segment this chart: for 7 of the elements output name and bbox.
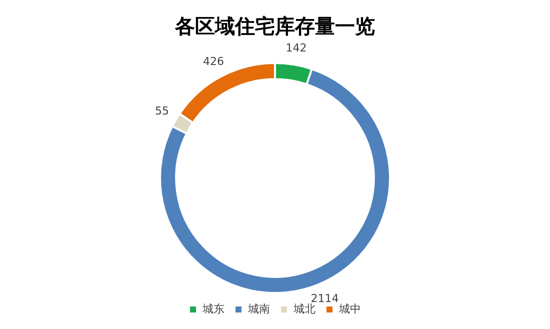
data-label: 142: [286, 42, 307, 55]
legend-label: 城东: [202, 302, 224, 316]
data-label: 55: [154, 104, 169, 118]
chart-title: 各区域住宅库存量一览: [174, 15, 375, 38]
legend-label: 城南: [247, 302, 270, 316]
legend-label: 城中: [338, 302, 361, 316]
data-label: 426: [202, 55, 224, 68]
